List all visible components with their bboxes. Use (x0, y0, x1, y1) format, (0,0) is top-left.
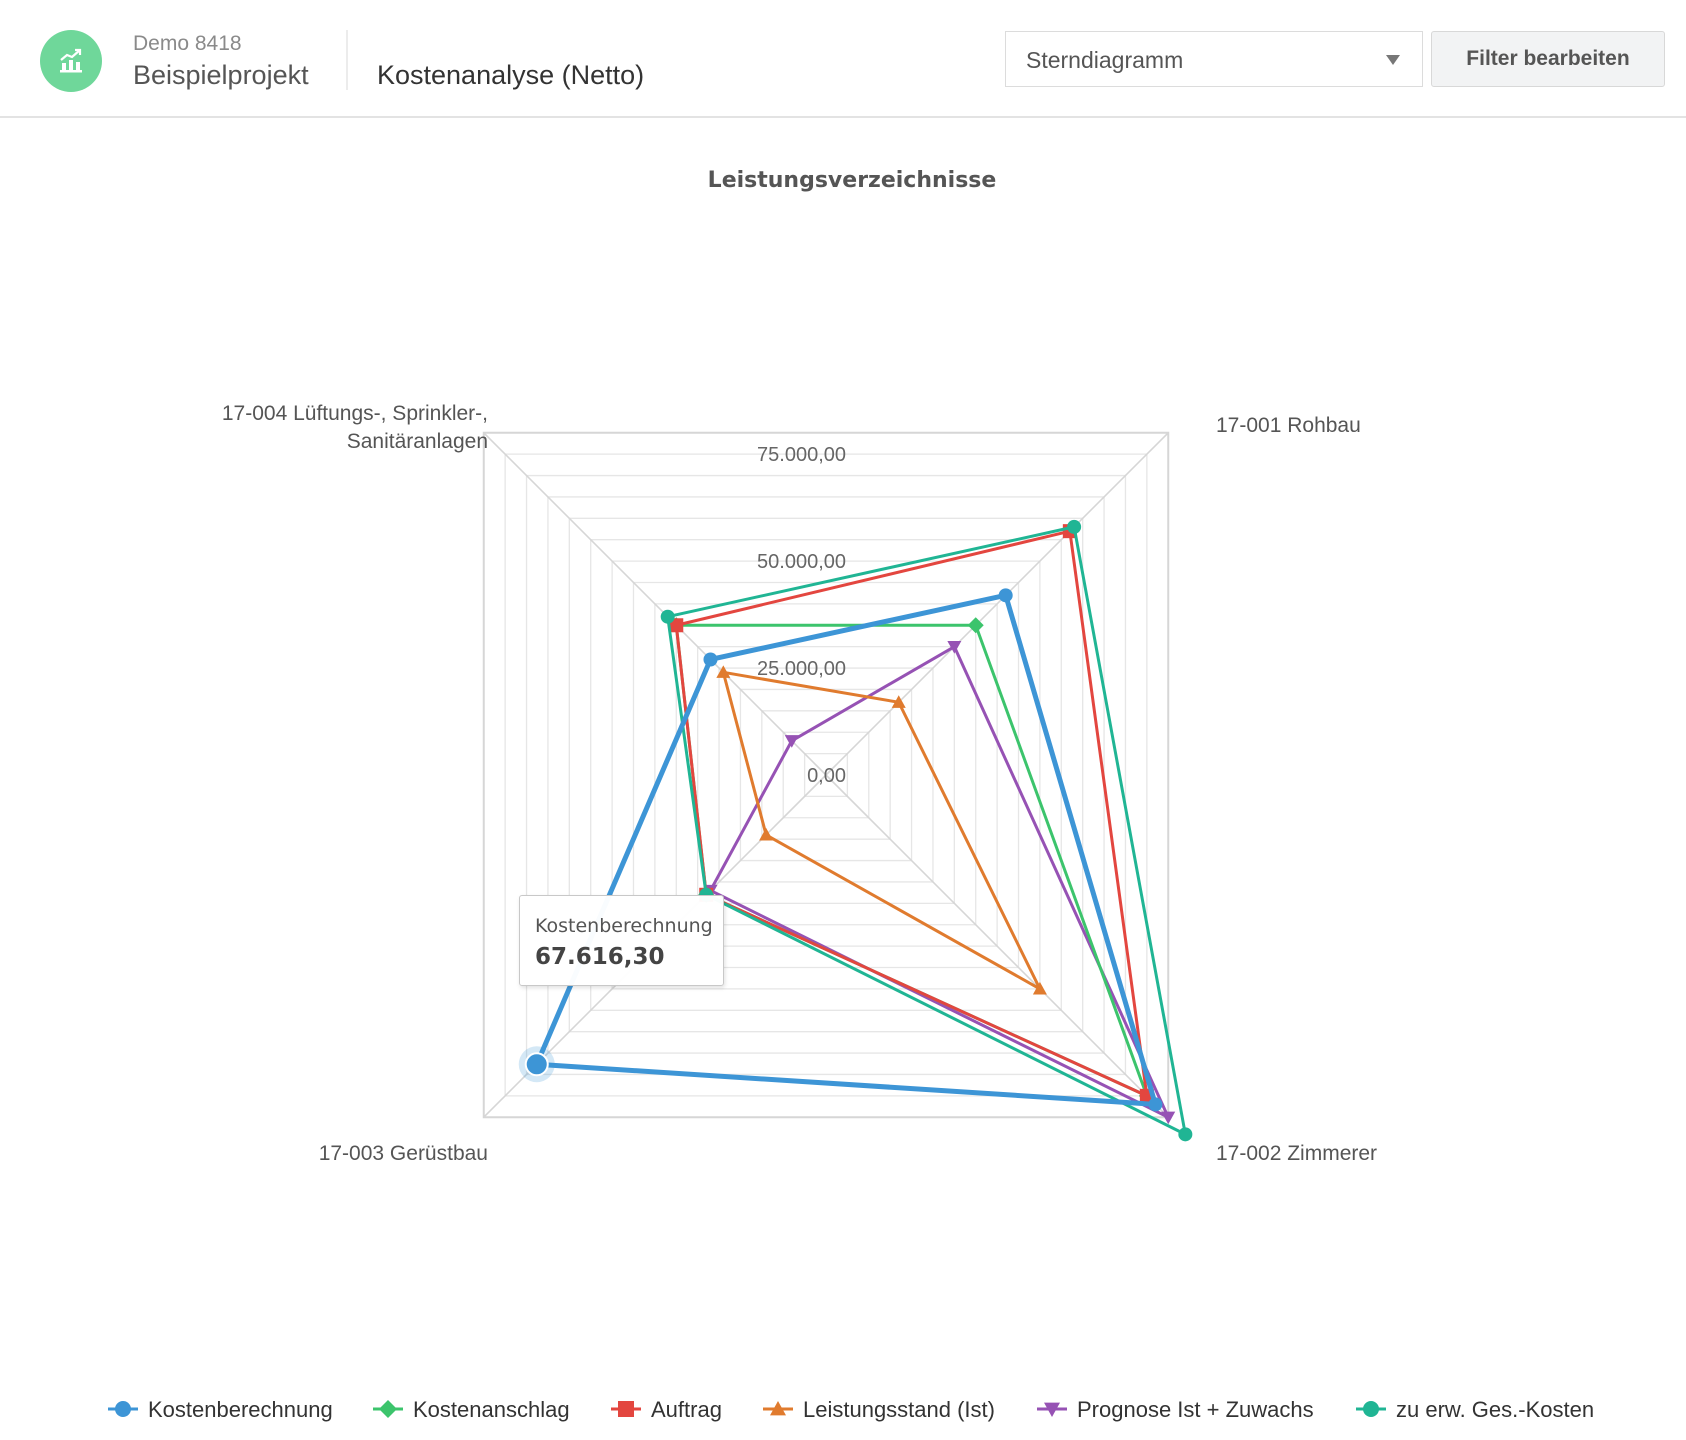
data-point (1067, 519, 1082, 534)
legend-item[interactable]: Kostenanschlag (373, 1397, 570, 1422)
project-logo[interactable] (40, 30, 102, 92)
category-label: 17-004 Lüftungs-, Sprinkler-, Sanitäranla… (222, 402, 488, 453)
axis-tick-label: 75.000,00 (757, 444, 846, 466)
data-point (998, 588, 1013, 603)
data-point (660, 609, 675, 624)
axis-tick-label: 25.000,00 (757, 658, 846, 680)
legend-marker (1044, 1402, 1060, 1417)
legend-item[interactable]: Leistungsstand (Ist) (763, 1397, 995, 1422)
legend-marker (379, 1400, 397, 1418)
tooltip-series-name: Kostenberechnung (535, 915, 713, 937)
legend-label: Leistungsstand (Ist) (803, 1397, 995, 1422)
chart-type-select-value: Sterndiagramm (1026, 47, 1184, 73)
legend-item[interactable]: zu erw. Ges.-Kosten (1356, 1397, 1594, 1422)
data-point (669, 618, 684, 633)
category-label: 17-003 Gerüstbau (319, 1142, 488, 1165)
data-point (967, 617, 984, 634)
data-point (703, 652, 718, 667)
data-point (1148, 1097, 1163, 1112)
data-point (947, 641, 962, 654)
data-point (1178, 1127, 1193, 1142)
legend-marker (115, 1401, 131, 1417)
category-label: 17-002 Zimmerer (1216, 1142, 1377, 1165)
legend-label: zu erw. Ges.-Kosten (1396, 1397, 1594, 1422)
radar-tick-labels: 0,00 25.000,00 50.000,00 75.000,00 (757, 444, 846, 787)
radar-chart: Leistungsverzeichnisse 0,00 25.000,00 50.0… (108, 168, 1594, 1422)
axis-tick-label: 50.000,00 (757, 551, 846, 573)
legend-label: Kostenberechnung (148, 1397, 333, 1422)
project-code: Demo 8418 (133, 32, 242, 55)
radar-series (518, 519, 1193, 1142)
data-point (524, 1052, 549, 1077)
app-header: Demo 8418 Beispielprojekt Kostenanalyse … (0, 0, 1686, 118)
series-kostenberechnung (518, 588, 1163, 1112)
legend-item[interactable]: Prognose Ist + Zuwachs (1037, 1397, 1314, 1422)
page-title: Kostenanalyse (Netto) (377, 60, 645, 90)
grid-spoke (825, 432, 1169, 776)
chart-tooltip: Kostenberechnung 67.616,30 (519, 895, 724, 986)
legend-marker (770, 1401, 786, 1416)
series-line (534, 592, 1158, 1107)
radar-category-labels: 17-001 Rohbau 17-002 Zimmerer 17-003 Gerüs… (222, 402, 1377, 1165)
header-divider (346, 30, 348, 90)
chart-title: Leistungsverzeichnisse (708, 168, 997, 193)
axis-tick-label: 0,00 (807, 765, 846, 787)
legend-label: Prognose Ist + Zuwachs (1077, 1397, 1314, 1422)
data-point (759, 827, 774, 841)
grid-spoke (825, 774, 1169, 1118)
series-leistungsstand-ist- (716, 665, 1047, 995)
data-point (716, 665, 731, 678)
data-point (1161, 1111, 1176, 1125)
grid-spoke (483, 432, 827, 776)
legend-label: Kostenanschlag (413, 1397, 570, 1422)
legend-item[interactable]: Kostenberechnung (108, 1397, 333, 1422)
grid-ring (482, 431, 1170, 1119)
legend-marker (618, 1401, 634, 1417)
legend-label: Auftrag (651, 1397, 722, 1422)
legend-item[interactable]: Auftrag (611, 1397, 722, 1422)
series-line (666, 525, 1187, 1136)
chart-type-select[interactable]: Sterndiagramm (1005, 31, 1423, 87)
chart-growth-icon (60, 48, 82, 73)
category-label: 17-001 Rohbau (1216, 414, 1361, 437)
data-point (784, 735, 799, 748)
project-name[interactable]: Beispielprojekt (133, 60, 309, 90)
chart-legend: Kostenberechnung Kostenanschlag Auftrag Lei… (108, 1397, 1594, 1422)
edit-filter-button[interactable]: Filter bearbeiten (1431, 31, 1665, 87)
legend-marker (1363, 1401, 1379, 1417)
caret-down-icon (1386, 55, 1400, 65)
data-point (1032, 981, 1047, 995)
tooltip-value: 67.616,30 (535, 944, 665, 970)
data-point (891, 695, 906, 708)
